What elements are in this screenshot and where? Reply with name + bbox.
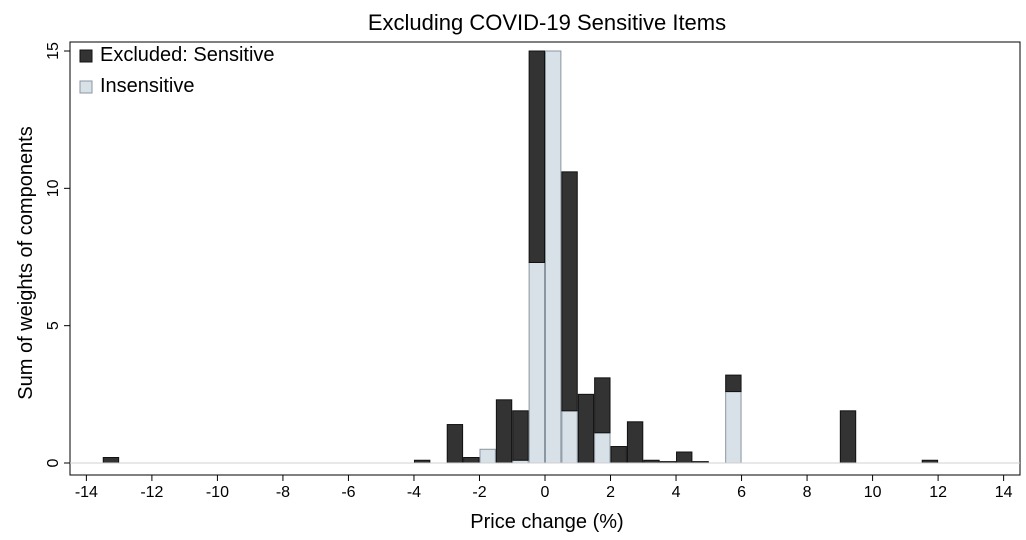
bar-sensitive [463, 457, 480, 464]
x-tick-label: 0 [541, 484, 550, 501]
x-tick-label: 12 [929, 484, 947, 501]
bar-sensitive [512, 410, 529, 461]
bar-sensitive [495, 399, 513, 464]
bar-sensitive [577, 393, 595, 464]
x-axis-label: Price change (%) [470, 511, 623, 533]
legend-label: Insensitive [100, 75, 195, 97]
y-tick-label: 0 [45, 458, 62, 467]
x-tick-label: 6 [737, 484, 746, 501]
y-tick-label: 5 [45, 321, 62, 330]
bar-insensitive [725, 391, 742, 464]
bar-insensitive [561, 410, 578, 464]
x-tick-label: -10 [206, 484, 229, 501]
legend-swatch [79, 49, 93, 63]
bar-sensitive [839, 410, 857, 464]
x-tick-label: 2 [606, 484, 615, 501]
y-tick-label: 10 [45, 179, 62, 197]
bar-sensitive [626, 421, 644, 464]
bar-sensitive [102, 457, 120, 464]
x-tick-label: 4 [672, 484, 681, 501]
bar-insensitive [528, 261, 545, 464]
x-tick-label: -12 [140, 484, 163, 501]
bar-insensitive [594, 432, 611, 464]
x-tick-label: 8 [803, 484, 812, 501]
chart-title: Excluding COVID-19 Sensitive Items [368, 10, 726, 35]
legend-swatch [79, 80, 93, 94]
bar-insensitive [479, 448, 496, 464]
x-tick-label: -2 [472, 484, 486, 501]
legend: Excluded: Sensitive Insensitive [79, 44, 275, 97]
bar-sensitive [594, 377, 611, 434]
x-tick-label: 10 [864, 484, 882, 501]
bars-group [102, 50, 939, 464]
y-tick-label: 15 [45, 42, 62, 60]
x-tick-label: 14 [995, 484, 1013, 501]
legend-label: Excluded: Sensitive [100, 44, 275, 66]
axes-group: -14 -12 -10 -8 -6 -4 -2 0 2 4 6 8 10 12 14 0 5 10 15 [45, 41, 1021, 501]
bar-sensitive [446, 424, 464, 464]
bar-sensitive [528, 50, 545, 263]
bar-insensitive [545, 50, 562, 464]
bar-sensitive [725, 374, 742, 393]
x-tick-label: -4 [407, 484, 421, 501]
bar-sensitive [610, 446, 627, 464]
y-axis-label: Sum of weights of components [15, 126, 37, 399]
bar-sensitive [561, 171, 578, 412]
x-tick-label: -14 [75, 484, 98, 501]
x-tick-label: -8 [276, 484, 290, 501]
bar-sensitive [676, 451, 693, 464]
x-tick-label: -6 [341, 484, 355, 501]
